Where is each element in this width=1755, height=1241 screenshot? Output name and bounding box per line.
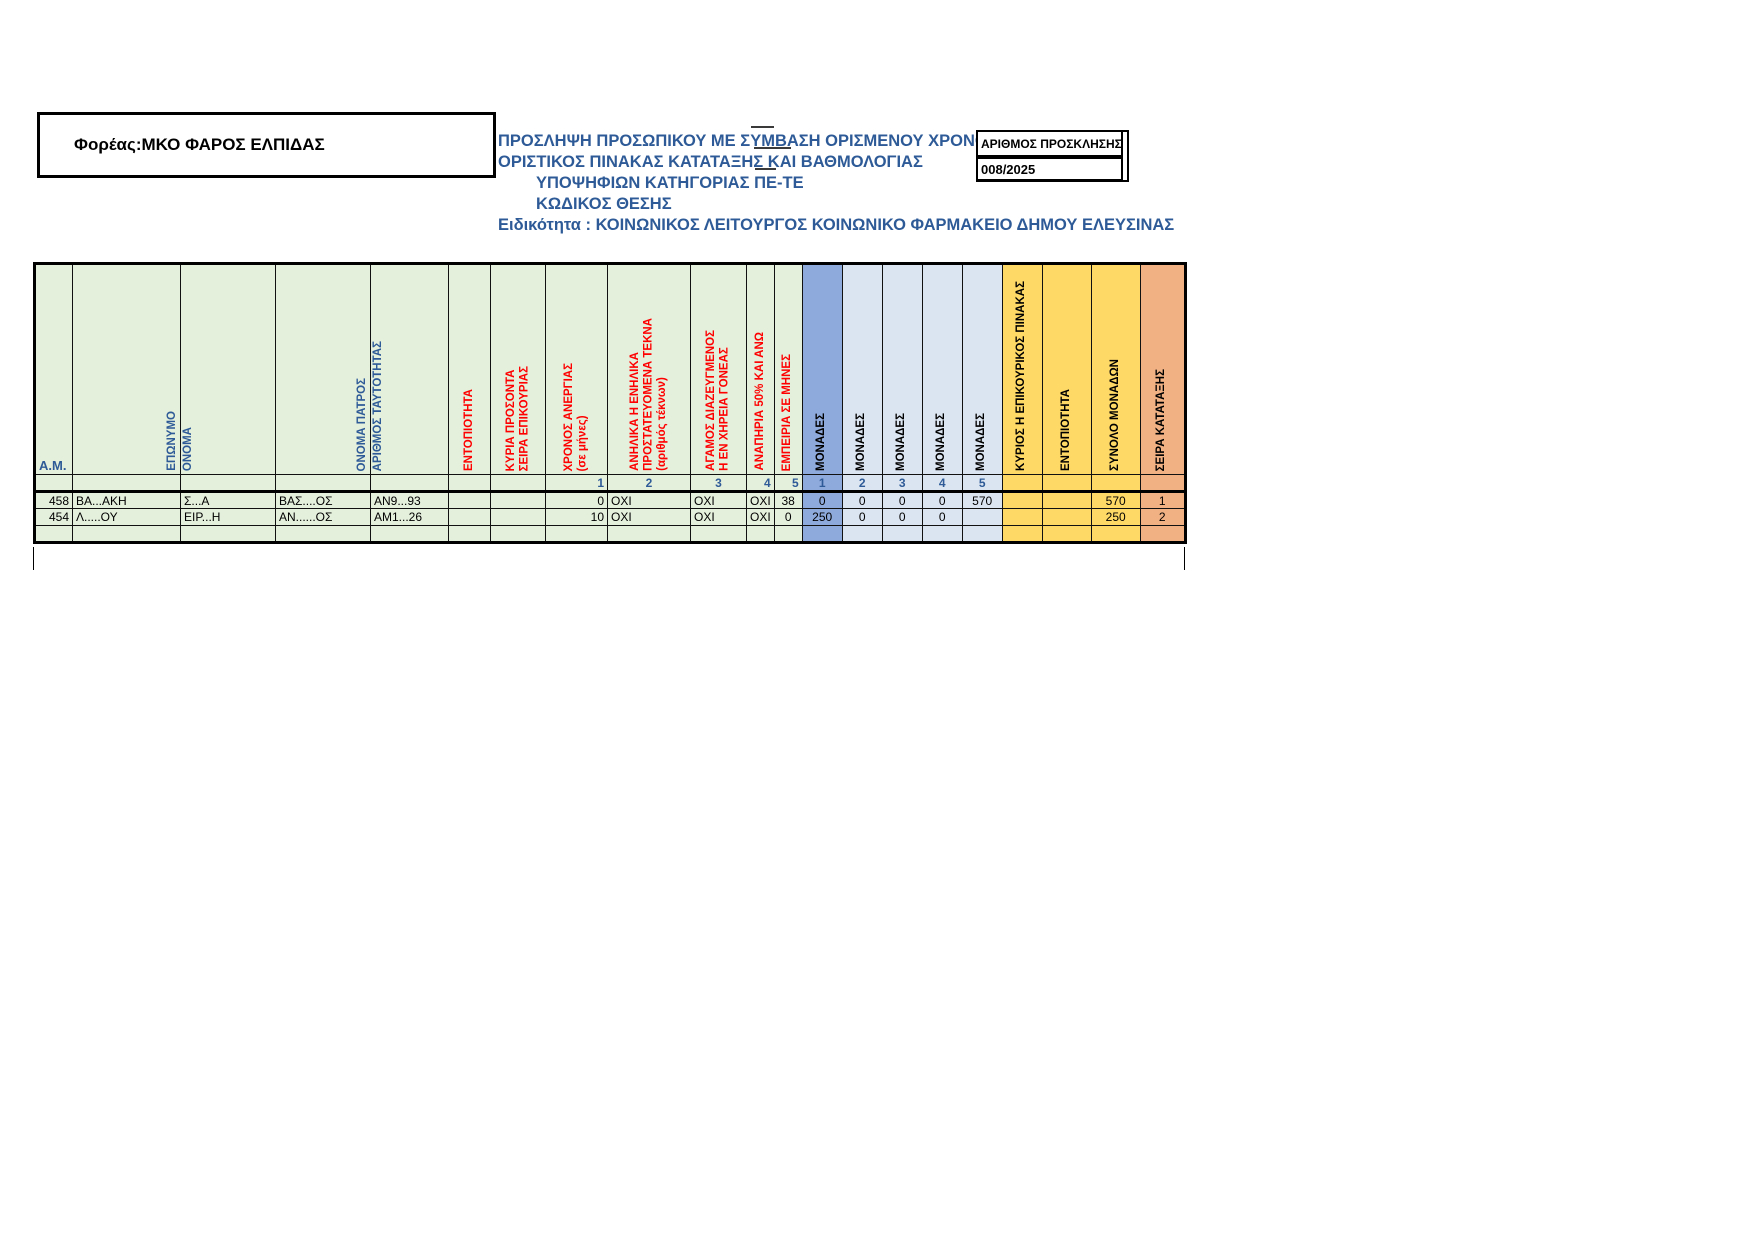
col-header-seira-katataxis: ΣΕΙΡΑ ΚΑΤΑΤΑΞΗΣ [1139,263,1186,475]
cell-entopiotita-2 [1041,508,1092,526]
cell-synolo: 250 [1090,508,1141,526]
cell-monades-1: 0 [801,490,843,509]
col-header-monades-2: ΜΟΝΑΔΕΣ [841,263,883,475]
cell-am: 458 [34,490,73,509]
col-header-monades-1: ΜΟΝΑΔΕΣ [801,263,843,475]
criteria-number: 2 [841,474,883,492]
col-header-kyria-prosonta: ΚΥΡΙΑ ΠΡΟΣΟΝΤΑ ΣΕΙΡΑ ΕΠΙΚΟΥΡΙΑΣ [490,263,546,475]
col-header-am: Α.Μ. [34,263,73,475]
col-header-monades-3: ΜΟΝΑΔΕΣ [881,263,923,475]
cell-seira: 1 [1139,490,1186,509]
cell-eponymo: Λ.....ΟΥ [72,508,181,526]
cell-xronos-anergias: 10 [545,508,608,526]
col-header-kyrios-epikoyrikos-pinakas: ΚΥΡΙΟΣ Η ΕΠΙΚΟΥΡΙΚΟΣ ΠΙΝΑΚΑΣ [1001,263,1043,475]
cell-entopiotita [448,508,491,526]
cell-seira: 2 [1139,508,1186,526]
cell-monades-3: 0 [881,490,923,509]
cell-monades-2: 0 [841,490,883,509]
col-header-arithmos-taytotitas: ΑΡΙΘΜΟΣ ΤΑΥΤΟΤΗΤΑΣ [370,263,449,475]
invitation-number-label: ΑΡΙΘΜΟΣ ΠΡΟΣΚΛΗΣΗΣ [976,130,1123,157]
cell-monades-4: 0 [921,490,963,509]
col-header-monades-4: ΜΟΝΑΔΕΣ [921,263,963,475]
cell-monades-3: 0 [881,508,923,526]
ranking-table: Α.Μ. ΕΠΩΝΥΜΟ ΟΝΟΜΑ ΟΝΟΜΑ ΠΑΤΡΟΣ ΑΡΙΘΜΟΣ … [33,262,1187,544]
cell-empeiria: 38 [773,490,803,509]
cell-pinakas [1001,490,1043,509]
cell-arithmos-taytotitas: ΑΝ9...93 [370,490,449,509]
cell-kyria-prosonta [490,508,546,526]
col-header-onoma: ΟΝΟΜΑ [180,263,276,475]
criteria-number: 1 [801,474,843,492]
cell-onoma-patros: ΒΑΣ....ΟΣ [275,490,371,509]
cell-pinakas [1001,508,1043,526]
col-header-prostateyomena-tekna: ΑΝΗΛΙΚΑ Η ΕΝΗΛΙΚΑ ΠΡΟΣΤΑΤΕΥΟΜΕΝΑ ΤΕΚΝΑ (… [607,263,691,475]
cell-am: 454 [34,508,73,526]
invitation-number-box: ΑΡΙΘΜΟΣ ΠΡΟΣΚΛΗΣΗΣ 008/2025 [976,130,1129,182]
criteria-number: 5 [961,474,1003,492]
criteria-number: 5 [773,474,803,492]
cell-synolo: 570 [1090,490,1141,509]
table-row-empty [34,525,1186,543]
cell-empeiria: 0 [773,508,803,526]
col-header-entopiotita-2: ΕΝΤΟΠΙΟΤΗΤΑ [1041,263,1092,475]
table-row: 454 Λ.....ΟΥ ΕΙΡ...Η ΑΝ......ΟΣ ΑΜ1...26… [34,508,1186,526]
specialty-line: Ειδικότητα : ΚΟΙΝΩΝΙΚΟΣ ΛΕΙΤΟΥΡΓΟΣ ΚΟΙΝΩ… [498,216,1175,234]
cell-monades-4: 0 [921,508,963,526]
title-line-4: ΚΩΔΙΚΟΣ ΘΕΣΗΣ [536,195,672,213]
cell-tekna: ΟΧΙ [607,490,691,509]
cell-onoma-patros: ΑΝ......ΟΣ [275,508,371,526]
cell-eponymo: ΒΑ...ΑΚΗ [72,490,181,509]
table-row: 458 ΒΑ...ΑΚΗ Σ...Α ΒΑΣ....ΟΣ ΑΝ9...93 0 … [34,490,1186,509]
criteria-number: 3 [690,474,747,492]
cell-tekna: ΟΧΙ [607,508,691,526]
cell-arithmos-taytotitas: ΑΜ1...26 [370,508,449,526]
cell-monades-5 [961,508,1003,526]
col-header-synolo-monadon: ΣΥΝΟΛΟ ΜΟΝΑΔΩΝ [1090,263,1141,475]
col-header-empeiria: ΕΜΠΕΙΡΙΑ ΣΕ ΜΗΝΕΣ [773,263,803,475]
header-row: Α.Μ. ΕΠΩΝΥΜΟ ΟΝΟΜΑ ΟΝΟΜΑ ΠΑΤΡΟΣ ΑΡΙΘΜΟΣ … [34,263,1186,475]
col-header-eponymo: ΕΠΩΝΥΜΟ [72,263,181,475]
col-header-monades-5: ΜΟΝΑΔΕΣ [961,263,1003,475]
criteria-number: 2 [607,474,691,492]
criteria-number-row: 1 2 3 4 5 1 2 3 4 5 [34,474,1186,492]
invitation-number-value: 008/2025 [976,157,1123,181]
cell-onoma: ΕΙΡ...Η [180,508,276,526]
entity-box: Φορέας:ΜΚΟ ΦΑΡΟΣ ΕΛΠΙΔΑΣ [37,112,496,178]
cell-monades-2: 0 [841,508,883,526]
criteria-number: 1 [545,474,608,492]
cell-monades-1: 250 [801,508,843,526]
title-block: ΠΡΟΣΛΗΨΗ ΠΡΟΣΩΠΙΚΟΥ ΜΕ ΣΥΜΒΑΣΗ ΟΡΙΣΜΕΝΟΥ… [498,126,1175,236]
criteria-number: 4 [746,474,775,492]
title-line-1: ΠΡΟΣΛΗΨΗ ΠΡΟΣΩΠΙΚΟΥ ΜΕ ΣΥΜΒΑΣΗ ΟΡΙΣΜΕΝΟΥ… [498,126,999,150]
cell-anapiria: ΟΧΙ [746,490,775,509]
cell-agamos: ΟΧΙ [690,490,747,509]
col-header-entopiotita: ΕΝΤΟΠΙΟΤΗΤΑ [448,263,491,475]
cell-agamos: ΟΧΙ [690,508,747,526]
cell-monades-5: 570 [961,490,1003,509]
cell-entopiotita-2 [1041,490,1092,509]
cell-kyria-prosonta [490,490,546,509]
col-header-onoma-patros: ΟΝΟΜΑ ΠΑΤΡΟΣ [275,263,371,475]
criteria-number: 3 [881,474,923,492]
entity-label: Φορέας:ΜΚΟ ΦΑΡΟΣ ΕΛΠΙΔΑΣ [74,135,325,154]
col-header-xronos-anergias: ΧΡΟΝΟΣ ΑΝΕΡΓΙΑΣ (σε μήνες) [545,263,608,475]
cell-entopiotita [448,490,491,509]
col-header-anapiria: ΑΝΑΠΗΡΙΑ 50% ΚΑΙ ΑΝΩ [746,263,775,475]
partial-grid-row [33,547,1185,570]
title-line-3: ΥΠΟΨΗΦΙΩΝ ΚΑΤΗΓΟΡΙΑΣ ΠΕ-ΤΕ [536,168,804,192]
col-header-agamos-goneas: ΑΓΑΜΟΣ ΔΙΑΖΕΥΓΜΕΝΟΣ Η ΕΝ ΧΗΡΕΙΑ ΓΟΝΕΑΣ [690,263,747,475]
criteria-number: 4 [921,474,963,492]
title-line-2: ΟΡΙΣΤΙΚΟΣ ΠΙΝΑΚΑΣ ΚΑΤΑΤΑΞΗΣ ΚΑΙ ΒΑΘΜΟΛΟΓ… [498,147,923,171]
cell-xronos-anergias: 0 [545,490,608,509]
cell-onoma: Σ...Α [180,490,276,509]
cell-anapiria: ΟΧΙ [746,508,775,526]
